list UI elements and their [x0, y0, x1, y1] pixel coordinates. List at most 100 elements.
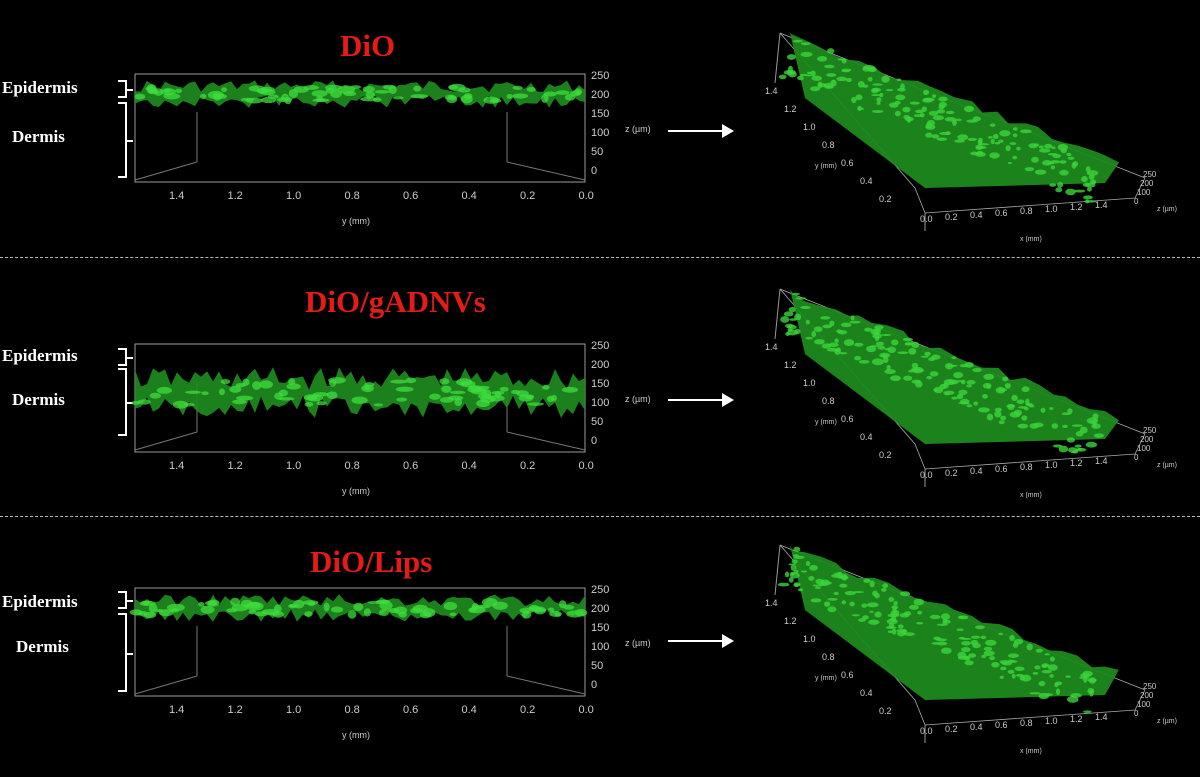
fluorescence-speck [137, 399, 151, 405]
fluorescence-speck [966, 404, 973, 408]
epidermis-label: Epidermis [2, 346, 78, 365]
fluorescence-speck [405, 377, 417, 384]
iso-x-tick-label: 1.4 [1095, 712, 1108, 722]
iso-z-tick-label: 200 [1140, 435, 1154, 444]
fluorescence-speck [1015, 673, 1024, 677]
fluorescence-speck [491, 390, 505, 395]
fluorescence-speck [220, 379, 231, 385]
fluorescence-speck [982, 394, 988, 399]
y-tick-label: 0.6 [403, 190, 419, 202]
iso-y-tick-label: 0.2 [879, 706, 892, 716]
fluorescence-speck [311, 90, 328, 97]
fluorescence-speck [963, 105, 975, 113]
fluorescence-speck [410, 94, 428, 99]
fluorescence-speck [998, 139, 1004, 143]
y-tick-label: 1.0 [286, 460, 302, 472]
fluorescence-speck [1029, 692, 1041, 695]
fluorescence-speck [1065, 188, 1076, 196]
fluorescence-speck [833, 572, 842, 575]
frame-edge [774, 544, 781, 596]
fluorescence-speck [1047, 664, 1058, 671]
fluorescence-speck [1044, 693, 1053, 697]
fluorescence-speck [328, 377, 346, 384]
fluorescence-speck [226, 608, 238, 613]
fluorescence-speck [894, 100, 901, 105]
frame-edge [134, 431, 198, 451]
fluorescence-speck [252, 381, 262, 390]
fluorescence-speck [976, 146, 987, 149]
fluorescence-speck [1042, 160, 1053, 166]
z-tick-label: 100 [591, 127, 610, 139]
fluorescence-speck [828, 342, 839, 348]
fluorescence-speck [156, 386, 173, 394]
z-tick-label: 200 [591, 603, 610, 615]
fluorescence-speck [966, 384, 972, 388]
fluorescence-speck [1071, 424, 1083, 427]
fluorescence-speck [911, 379, 922, 384]
fluorescence-speck [893, 601, 898, 606]
fluorescence-speck [800, 305, 811, 310]
fluorescence-speck [823, 82, 834, 88]
fluorescence-speck [974, 625, 985, 630]
fluorescence-speck [273, 604, 282, 613]
fluorescence-speck [1057, 182, 1064, 188]
fluorescence-speck [449, 612, 457, 617]
fluorescence-speck [1021, 415, 1028, 421]
y-tick-label: 1.0 [286, 190, 302, 202]
fluorescence-speck [899, 591, 911, 597]
fluorescence-speck [800, 570, 808, 573]
fluorescence-speck [923, 89, 930, 96]
fluorescence-speck [1052, 444, 1063, 448]
fluorescence-speck [783, 311, 794, 317]
fluorescence-speck [827, 606, 837, 613]
fluorescence-speck [480, 395, 496, 403]
y-tick-label: 0.4 [461, 460, 477, 472]
iso-z-tick-label: 200 [1140, 179, 1154, 188]
fluorescence-speck [288, 603, 297, 609]
fluorescence-speck [857, 105, 862, 112]
fluorescence-speck [850, 315, 855, 321]
fluorescence-speck [797, 75, 804, 81]
frame-edge [774, 32, 781, 84]
iso-y-tick-label: 0.8 [822, 396, 835, 406]
fluorescence-speck [1050, 165, 1056, 170]
fluorescence-speck [970, 635, 981, 639]
y-tick-label: 1.2 [227, 460, 243, 472]
fluorescence-speck [1041, 669, 1052, 674]
iso-z-tick-label: 0 [1134, 709, 1139, 718]
fluorescence-speck [1091, 423, 1101, 430]
fluorescence-speck [877, 345, 886, 350]
fluorescence-speck [221, 87, 228, 93]
fluorescence-speck [913, 598, 925, 606]
fluorescence-speck [869, 580, 875, 588]
fluorescence-speck [874, 325, 884, 330]
fluorescence-speck [214, 93, 228, 99]
iso-z-axis-title: z (µm) [1157, 206, 1177, 213]
fluorescence-speck [516, 390, 529, 397]
fluorescence-speck [799, 73, 808, 77]
fluorescence-speck [800, 42, 811, 46]
fluorescence-speck [881, 354, 888, 357]
fluorescence-speck [998, 632, 1004, 636]
fluorescence-speck [541, 94, 549, 103]
z-axis-title: z (µm) [625, 394, 651, 404]
frame-box [134, 73, 586, 183]
y-tick-label: 0.6 [403, 460, 419, 472]
fluorescence-speck [854, 355, 862, 361]
fluorescence-speck [940, 613, 951, 621]
fluorescence-speck [266, 612, 282, 616]
fluorescence-speck [812, 584, 824, 587]
fluorescence-speck [945, 110, 955, 115]
fluorescence-speck [449, 390, 466, 395]
fluorescence-speck [884, 348, 891, 351]
fluorescence-speck [831, 573, 842, 578]
fluorescence-speck [1049, 407, 1054, 410]
fluorescence-speck [813, 326, 823, 332]
fluorescence-speck [863, 65, 875, 70]
fluorescence-speck [944, 392, 950, 396]
fluorescence-speck [871, 87, 879, 94]
fluorescence-speck [218, 388, 226, 396]
fluorescence-speck [954, 139, 965, 143]
fluorescence-speck [788, 563, 796, 566]
fluorescence-speck [1004, 382, 1011, 389]
